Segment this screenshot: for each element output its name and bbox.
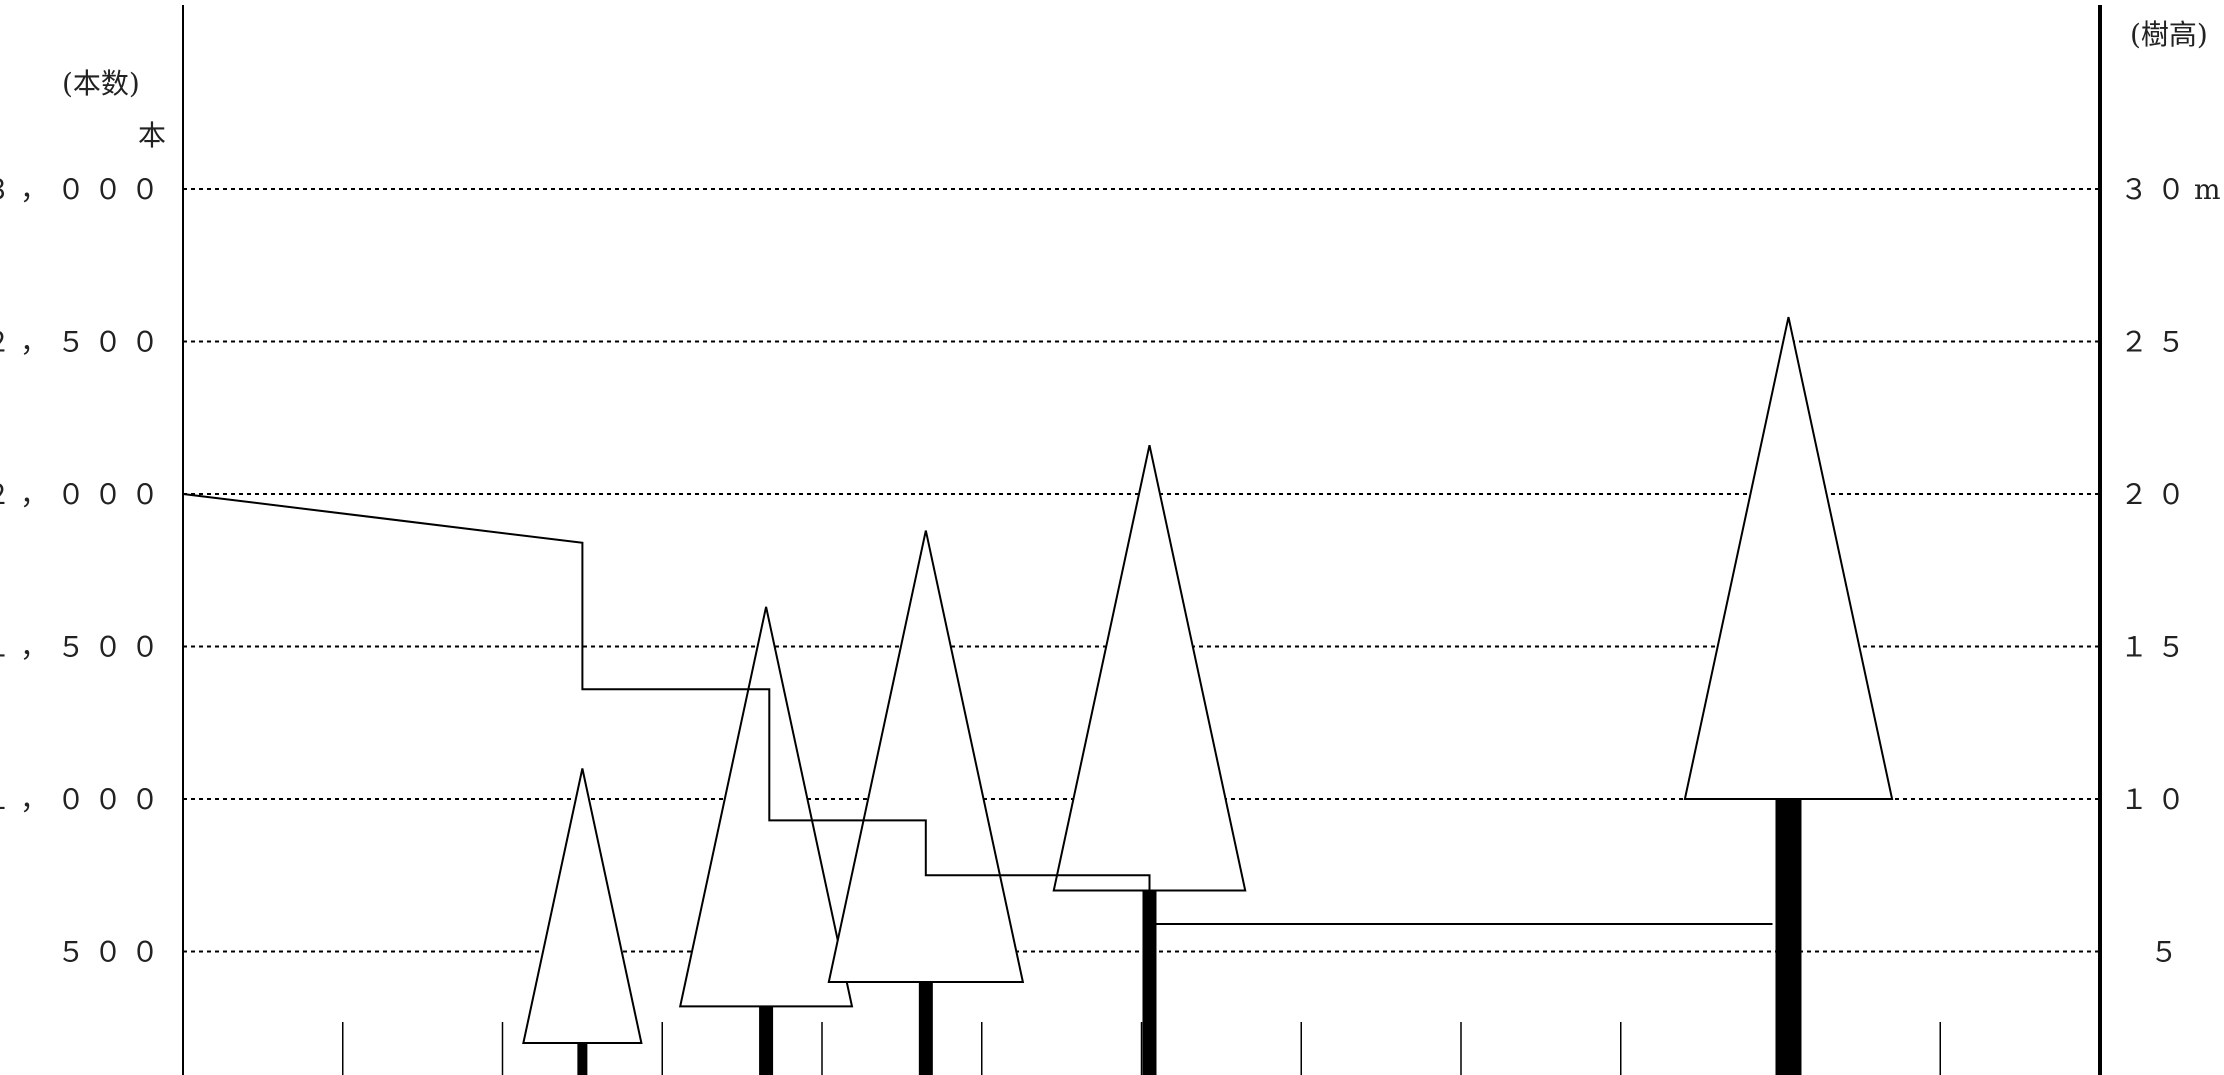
tree-trunk-2 xyxy=(759,1006,774,1075)
left-tick-label: ３，０００ xyxy=(0,173,168,206)
stems-per-ha-line xyxy=(182,493,1773,925)
tree-trunk-3 xyxy=(918,982,933,1075)
right-tick-label: ３０m xyxy=(2120,173,2224,206)
right-tick-label: １０ xyxy=(2120,783,2194,816)
tree-trunk-5 xyxy=(1775,799,1802,1075)
tree-crown-3 xyxy=(827,530,1025,983)
right-axis-tick-labels: ５ １０ １５ ２０ ２５ ３０m xyxy=(2120,173,2224,969)
tree-trunk-4 xyxy=(1142,890,1157,1075)
tree-crown-1 xyxy=(522,768,643,1044)
tree-crown-5 xyxy=(1683,316,1894,800)
left-tick-label: ５００ xyxy=(57,936,168,969)
right-tick-label: ２０ xyxy=(2120,478,2194,511)
right-tick-label: １５ xyxy=(2120,631,2194,664)
left-tick-label: １，０００ xyxy=(0,783,168,816)
left-axis-title: (本数) xyxy=(62,67,140,100)
left-tick-label: ２，０００ xyxy=(0,478,168,511)
right-tick-label: ５ xyxy=(2150,936,2187,969)
right-tick-label: ２５ xyxy=(2120,326,2194,359)
right-axis-title: (樹高) xyxy=(2130,18,2208,51)
trees xyxy=(522,316,1894,1075)
left-axis-unit: 本 xyxy=(138,119,166,152)
tree-crown-4 xyxy=(1052,444,1247,892)
left-tick-label: ２，５００ xyxy=(0,326,168,359)
left-axis-tick-labels: ５００ １，０００ １，５００ ２，０００ ２，５００ ３，０００ xyxy=(0,173,168,969)
left-tick-label: １，５００ xyxy=(0,631,168,664)
tree-crown-2 xyxy=(678,606,854,1008)
tree-trunk-1 xyxy=(577,1043,588,1075)
